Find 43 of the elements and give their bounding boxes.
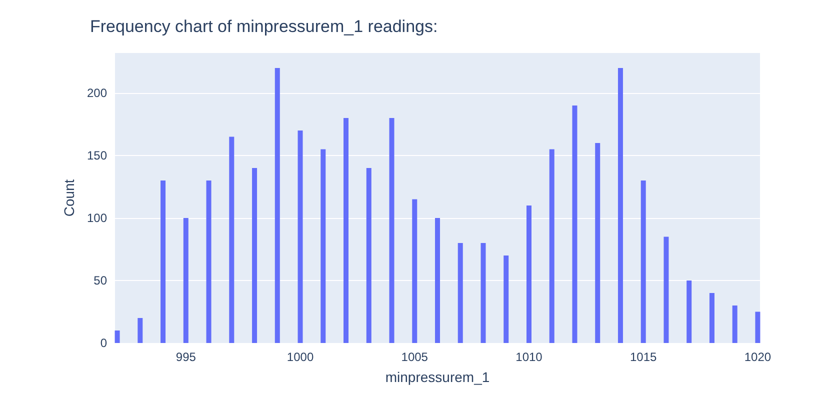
bar (709, 293, 714, 343)
bar (458, 243, 463, 343)
bar (549, 149, 554, 343)
bar (435, 218, 440, 343)
bar (274, 68, 280, 343)
bar (526, 206, 532, 343)
chart-title: Frequency chart of minpressurem_1 readings: (90, 17, 438, 36)
bar (572, 106, 578, 343)
bar (595, 143, 600, 343)
y-tick-label: 150 (86, 148, 108, 162)
y-tick-label: 0 (100, 336, 108, 350)
bar (183, 218, 188, 343)
x-tick-label: 1015 (630, 350, 658, 364)
bar (412, 199, 418, 343)
bar (618, 68, 623, 343)
bar (320, 149, 326, 343)
x-tick-label: 1005 (401, 350, 428, 364)
bar (389, 118, 394, 343)
bar (664, 236, 669, 343)
bar (298, 130, 303, 343)
bar (252, 168, 258, 343)
bar (504, 256, 509, 343)
x-tick-label: 1010 (516, 350, 543, 364)
x-tick-label: 1020 (744, 350, 772, 364)
y-tick-label: 200 (86, 86, 108, 100)
y-tick-label: 50 (94, 274, 108, 288)
bar (640, 180, 646, 343)
x-tick-label: 1000 (286, 350, 314, 364)
bar (366, 168, 372, 343)
y-tick-label: 100 (86, 211, 108, 225)
bar (732, 306, 738, 343)
bar (114, 330, 120, 343)
bar (229, 136, 234, 343)
y-axis-title: Count (61, 179, 78, 217)
bar (686, 280, 692, 343)
x-tick-label: 995 (176, 350, 196, 364)
bar (206, 180, 212, 343)
x-axis-title: minpressurem_1 (385, 369, 490, 385)
bar (344, 118, 349, 343)
bar (480, 243, 486, 343)
bar (160, 180, 166, 343)
bar (138, 318, 143, 343)
bar (755, 312, 760, 343)
